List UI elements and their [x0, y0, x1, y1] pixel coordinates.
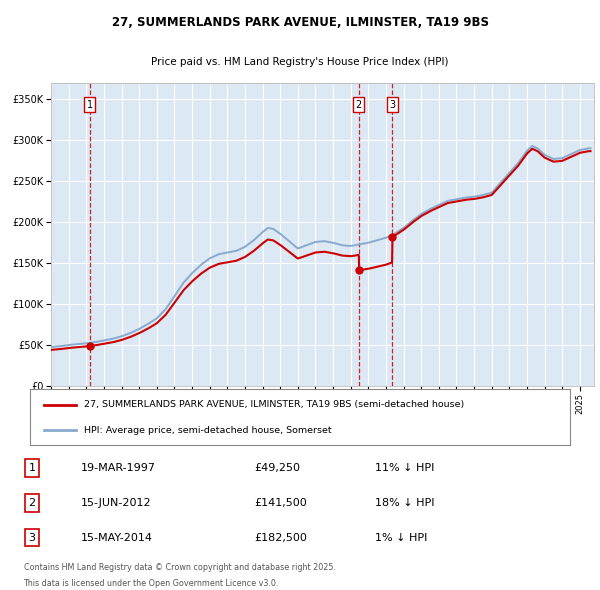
- Text: 2: 2: [29, 498, 36, 508]
- Text: Price paid vs. HM Land Registry's House Price Index (HPI): Price paid vs. HM Land Registry's House …: [151, 57, 449, 67]
- Text: Contains HM Land Registry data © Crown copyright and database right 2025.: Contains HM Land Registry data © Crown c…: [23, 563, 335, 572]
- Text: This data is licensed under the Open Government Licence v3.0.: This data is licensed under the Open Gov…: [23, 579, 279, 588]
- Text: 15-MAY-2014: 15-MAY-2014: [81, 533, 153, 543]
- Text: 15-JUN-2012: 15-JUN-2012: [81, 498, 152, 508]
- Text: 1: 1: [87, 100, 93, 110]
- Text: HPI: Average price, semi-detached house, Somerset: HPI: Average price, semi-detached house,…: [84, 426, 332, 435]
- Text: £49,250: £49,250: [254, 463, 300, 473]
- Text: 11% ↓ HPI: 11% ↓ HPI: [375, 463, 434, 473]
- Text: £141,500: £141,500: [254, 498, 307, 508]
- Text: £182,500: £182,500: [254, 533, 307, 543]
- Text: 27, SUMMERLANDS PARK AVENUE, ILMINSTER, TA19 9BS (semi-detached house): 27, SUMMERLANDS PARK AVENUE, ILMINSTER, …: [84, 400, 464, 409]
- Text: 3: 3: [29, 533, 35, 543]
- Text: 1: 1: [29, 463, 35, 473]
- Text: 3: 3: [389, 100, 395, 110]
- Text: 2: 2: [356, 100, 362, 110]
- Text: 27, SUMMERLANDS PARK AVENUE, ILMINSTER, TA19 9BS: 27, SUMMERLANDS PARK AVENUE, ILMINSTER, …: [112, 16, 488, 29]
- Text: 19-MAR-1997: 19-MAR-1997: [81, 463, 156, 473]
- Text: 1% ↓ HPI: 1% ↓ HPI: [375, 533, 427, 543]
- Text: 18% ↓ HPI: 18% ↓ HPI: [375, 498, 434, 508]
